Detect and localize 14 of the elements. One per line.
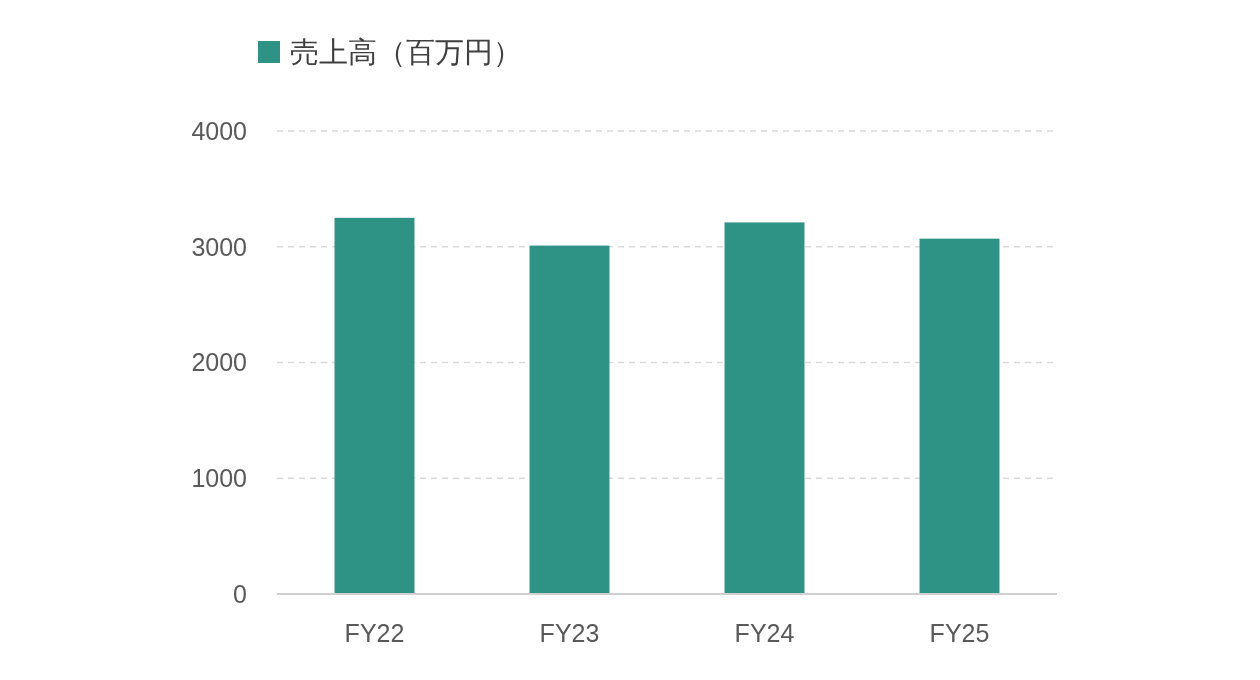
bar — [334, 217, 415, 594]
x-tick-label: FY23 — [539, 619, 600, 647]
bar — [529, 245, 610, 594]
x-tick-label: FY24 — [734, 619, 795, 647]
bar — [724, 222, 805, 594]
x-tick-label: FY25 — [929, 619, 990, 647]
y-tick-label: 4000 — [191, 116, 247, 145]
y-tick-label: 0 — [233, 579, 247, 608]
y-tick-label: 2000 — [191, 348, 247, 377]
legend-label: 売上高（百万円） — [290, 36, 522, 69]
x-tick-label: FY22 — [344, 619, 405, 647]
y-tick-label: 3000 — [191, 232, 247, 261]
bar — [919, 238, 1000, 594]
y-tick-label: 1000 — [191, 464, 247, 492]
